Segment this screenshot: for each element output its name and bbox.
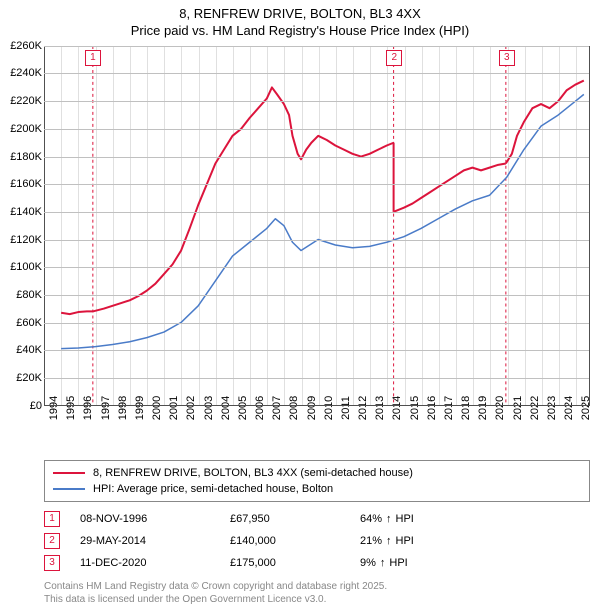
y-tick-label: £240K — [10, 67, 42, 79]
y-tick-label: £180K — [10, 151, 42, 163]
y-axis: £0£20K£40K£60K£80K£100K£120K£140K£160K£1… — [0, 46, 44, 406]
legend-swatch — [53, 472, 85, 474]
grid-line-h — [44, 378, 589, 379]
y-tick-label: £260K — [10, 40, 42, 52]
title-line-1: 8, RENFREW DRIVE, BOLTON, BL3 4XX — [0, 6, 600, 23]
grid-line-h — [44, 212, 589, 213]
sales-hpi: 64%↑HPI — [360, 513, 480, 525]
sales-row: 3 11-DEC-2020£175,0009%↑HPI — [44, 552, 590, 574]
sales-table: 1 08-NOV-1996£67,95064%↑HPI 2 29-MAY-2014£1… — [44, 508, 590, 574]
grid-line-h — [44, 101, 589, 102]
sales-date: 29-MAY-2014 — [80, 535, 230, 547]
sales-row: 2 29-MAY-2014£140,00021%↑HPI — [44, 530, 590, 552]
sales-price: £140,000 — [230, 535, 360, 547]
sales-price: £175,000 — [230, 557, 360, 569]
grid-line-h — [44, 184, 589, 185]
y-tick-label: £160K — [10, 178, 42, 190]
y-tick-label: £140K — [10, 206, 42, 218]
legend-item: HPI: Average price, semi-detached house,… — [53, 481, 581, 497]
y-tick-label: £220K — [10, 95, 42, 107]
legend-item: 8, RENFREW DRIVE, BOLTON, BL3 4XX (semi-… — [53, 465, 581, 481]
y-tick-label: £200K — [10, 123, 42, 135]
sales-price: £67,950 — [230, 513, 360, 525]
y-tick-label: £60K — [16, 317, 42, 329]
legend: 8, RENFREW DRIVE, BOLTON, BL3 4XX (semi-… — [44, 460, 590, 502]
sale-marker-box: 2 — [386, 50, 402, 66]
grid-line-h — [44, 267, 589, 268]
chart-area: £0£20K£40K£60K£80K£100K£120K£140K£160K£1… — [44, 46, 590, 406]
legend-label: HPI: Average price, semi-detached house,… — [93, 483, 333, 495]
series-line-price_paid — [93, 87, 394, 311]
legend-label: 8, RENFREW DRIVE, BOLTON, BL3 4XX (semi-… — [93, 467, 413, 479]
y-tick-label: £20K — [16, 372, 42, 384]
sales-date: 11-DEC-2020 — [80, 557, 230, 569]
grid-line-h — [44, 46, 589, 47]
y-tick-label: £120K — [10, 234, 42, 246]
series-line-price_paid — [61, 311, 93, 314]
grid-line-h — [44, 129, 589, 130]
sale-marker-box: 1 — [85, 50, 101, 66]
title-block: 8, RENFREW DRIVE, BOLTON, BL3 4XX Price … — [0, 0, 600, 42]
sales-date: 08-NOV-1996 — [80, 513, 230, 525]
sales-marker: 2 — [44, 533, 60, 549]
y-tick-label: £80K — [16, 289, 42, 301]
attribution-line-1: Contains HM Land Registry data © Crown c… — [44, 580, 590, 593]
grid-line-h — [44, 73, 589, 74]
sales-hpi: 21%↑HPI — [360, 535, 480, 547]
grid-line-h — [44, 323, 589, 324]
sales-row: 1 08-NOV-1996£67,95064%↑HPI — [44, 508, 590, 530]
arrow-up-icon: ↑ — [386, 535, 392, 547]
sale-marker-box: 3 — [499, 50, 515, 66]
sales-marker: 1 — [44, 511, 60, 527]
series-line-price_paid — [394, 163, 506, 211]
sales-hpi: 9%↑HPI — [360, 557, 480, 569]
grid-line-h — [44, 295, 589, 296]
sales-marker: 3 — [44, 555, 60, 571]
legend-swatch — [53, 488, 85, 490]
grid-line-h — [44, 240, 589, 241]
arrow-up-icon: ↑ — [386, 513, 392, 525]
title-line-2: Price paid vs. HM Land Registry's House … — [0, 23, 600, 40]
attribution-line-2: This data is licensed under the Open Gov… — [44, 593, 590, 606]
grid-line-h — [44, 157, 589, 158]
grid-line-h — [44, 350, 589, 351]
attribution: Contains HM Land Registry data © Crown c… — [44, 580, 590, 606]
chart-container: 8, RENFREW DRIVE, BOLTON, BL3 4XX Price … — [0, 0, 600, 590]
x-axis: 1994199519961997199819992000200120022003… — [44, 406, 589, 456]
y-tick-label: £100K — [10, 261, 42, 273]
arrow-up-icon: ↑ — [380, 557, 386, 569]
y-tick-label: £40K — [16, 344, 42, 356]
series-line-price_paid — [506, 80, 584, 163]
y-tick-label: £0 — [30, 400, 42, 412]
